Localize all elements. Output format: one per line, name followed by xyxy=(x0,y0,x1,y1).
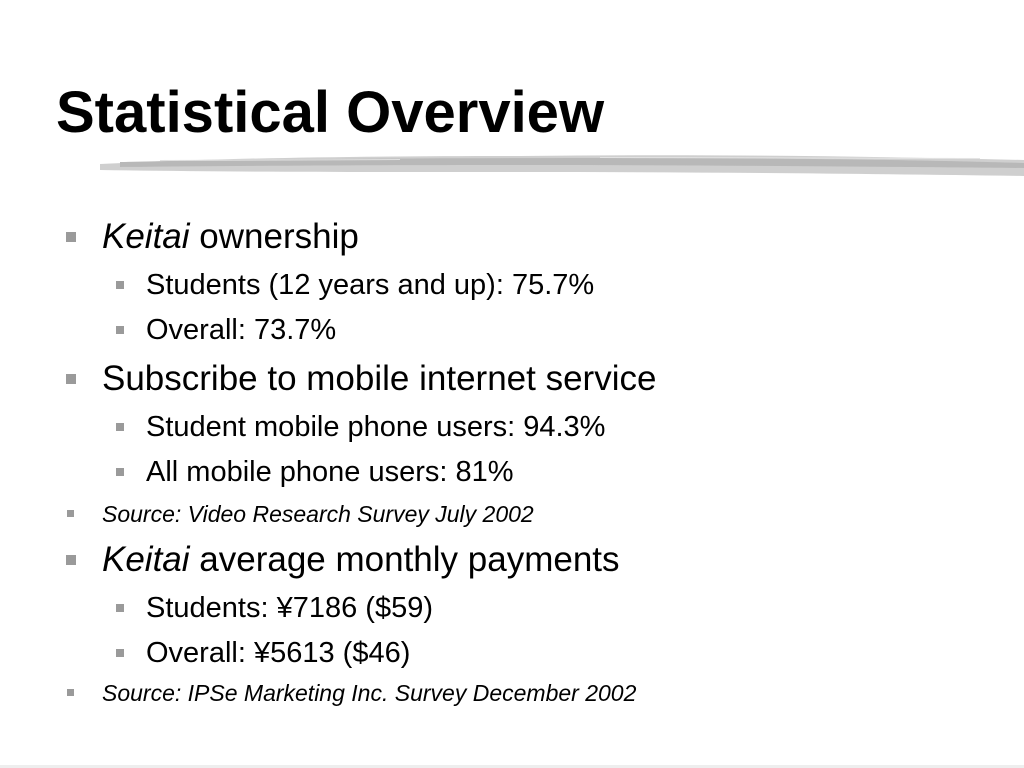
sub-bullet-marker xyxy=(116,468,124,476)
sub-bullet-student-users: Student mobile phone users: 94.3% xyxy=(146,411,606,443)
sub-bullet-marker xyxy=(116,326,124,334)
source-ipse-marketing: Source: IPSe Marketing Inc. Survey Decem… xyxy=(102,680,637,706)
source-bullet-marker xyxy=(67,689,74,696)
bullet-text: ownership xyxy=(189,217,359,256)
bullet-item-keitai-payments: Keitai average monthly payments xyxy=(102,539,620,581)
sub-bullet-overall-payments: Overall: ¥5613 ($46) xyxy=(146,637,411,669)
sub-bullet-overall-ownership: Overall: 73.7% xyxy=(146,314,337,346)
bullet-marker xyxy=(66,374,76,384)
bullet-marker xyxy=(66,555,76,565)
source-video-research: Source: Video Research Survey July 2002 xyxy=(102,501,534,527)
bullet-item-keitai-ownership: Keitai ownership xyxy=(102,216,359,258)
title-underline-brushstroke xyxy=(100,155,1024,176)
bullet-text: average monthly payments xyxy=(189,540,620,579)
sub-bullet-students-payments: Students: ¥7186 ($59) xyxy=(146,592,433,624)
bullet-marker xyxy=(66,232,76,242)
bullet-emphasis: Keitai xyxy=(102,540,190,579)
bullet-emphasis: Keitai xyxy=(102,217,190,256)
slide-title: Statistical Overview xyxy=(56,80,605,145)
sub-bullet-marker xyxy=(116,604,124,612)
bullet-item-subscribe: Subscribe to mobile internet service xyxy=(102,359,657,398)
source-bullet-marker xyxy=(67,510,74,517)
sub-bullet-marker xyxy=(116,423,124,431)
sub-bullet-students-ownership: Students (12 years and up): 75.7% xyxy=(146,269,595,301)
sub-bullet-marker xyxy=(116,281,124,289)
sub-bullet-marker xyxy=(116,649,124,657)
sub-bullet-all-users: All mobile phone users: 81% xyxy=(146,456,514,488)
footer-rule xyxy=(0,765,1024,768)
